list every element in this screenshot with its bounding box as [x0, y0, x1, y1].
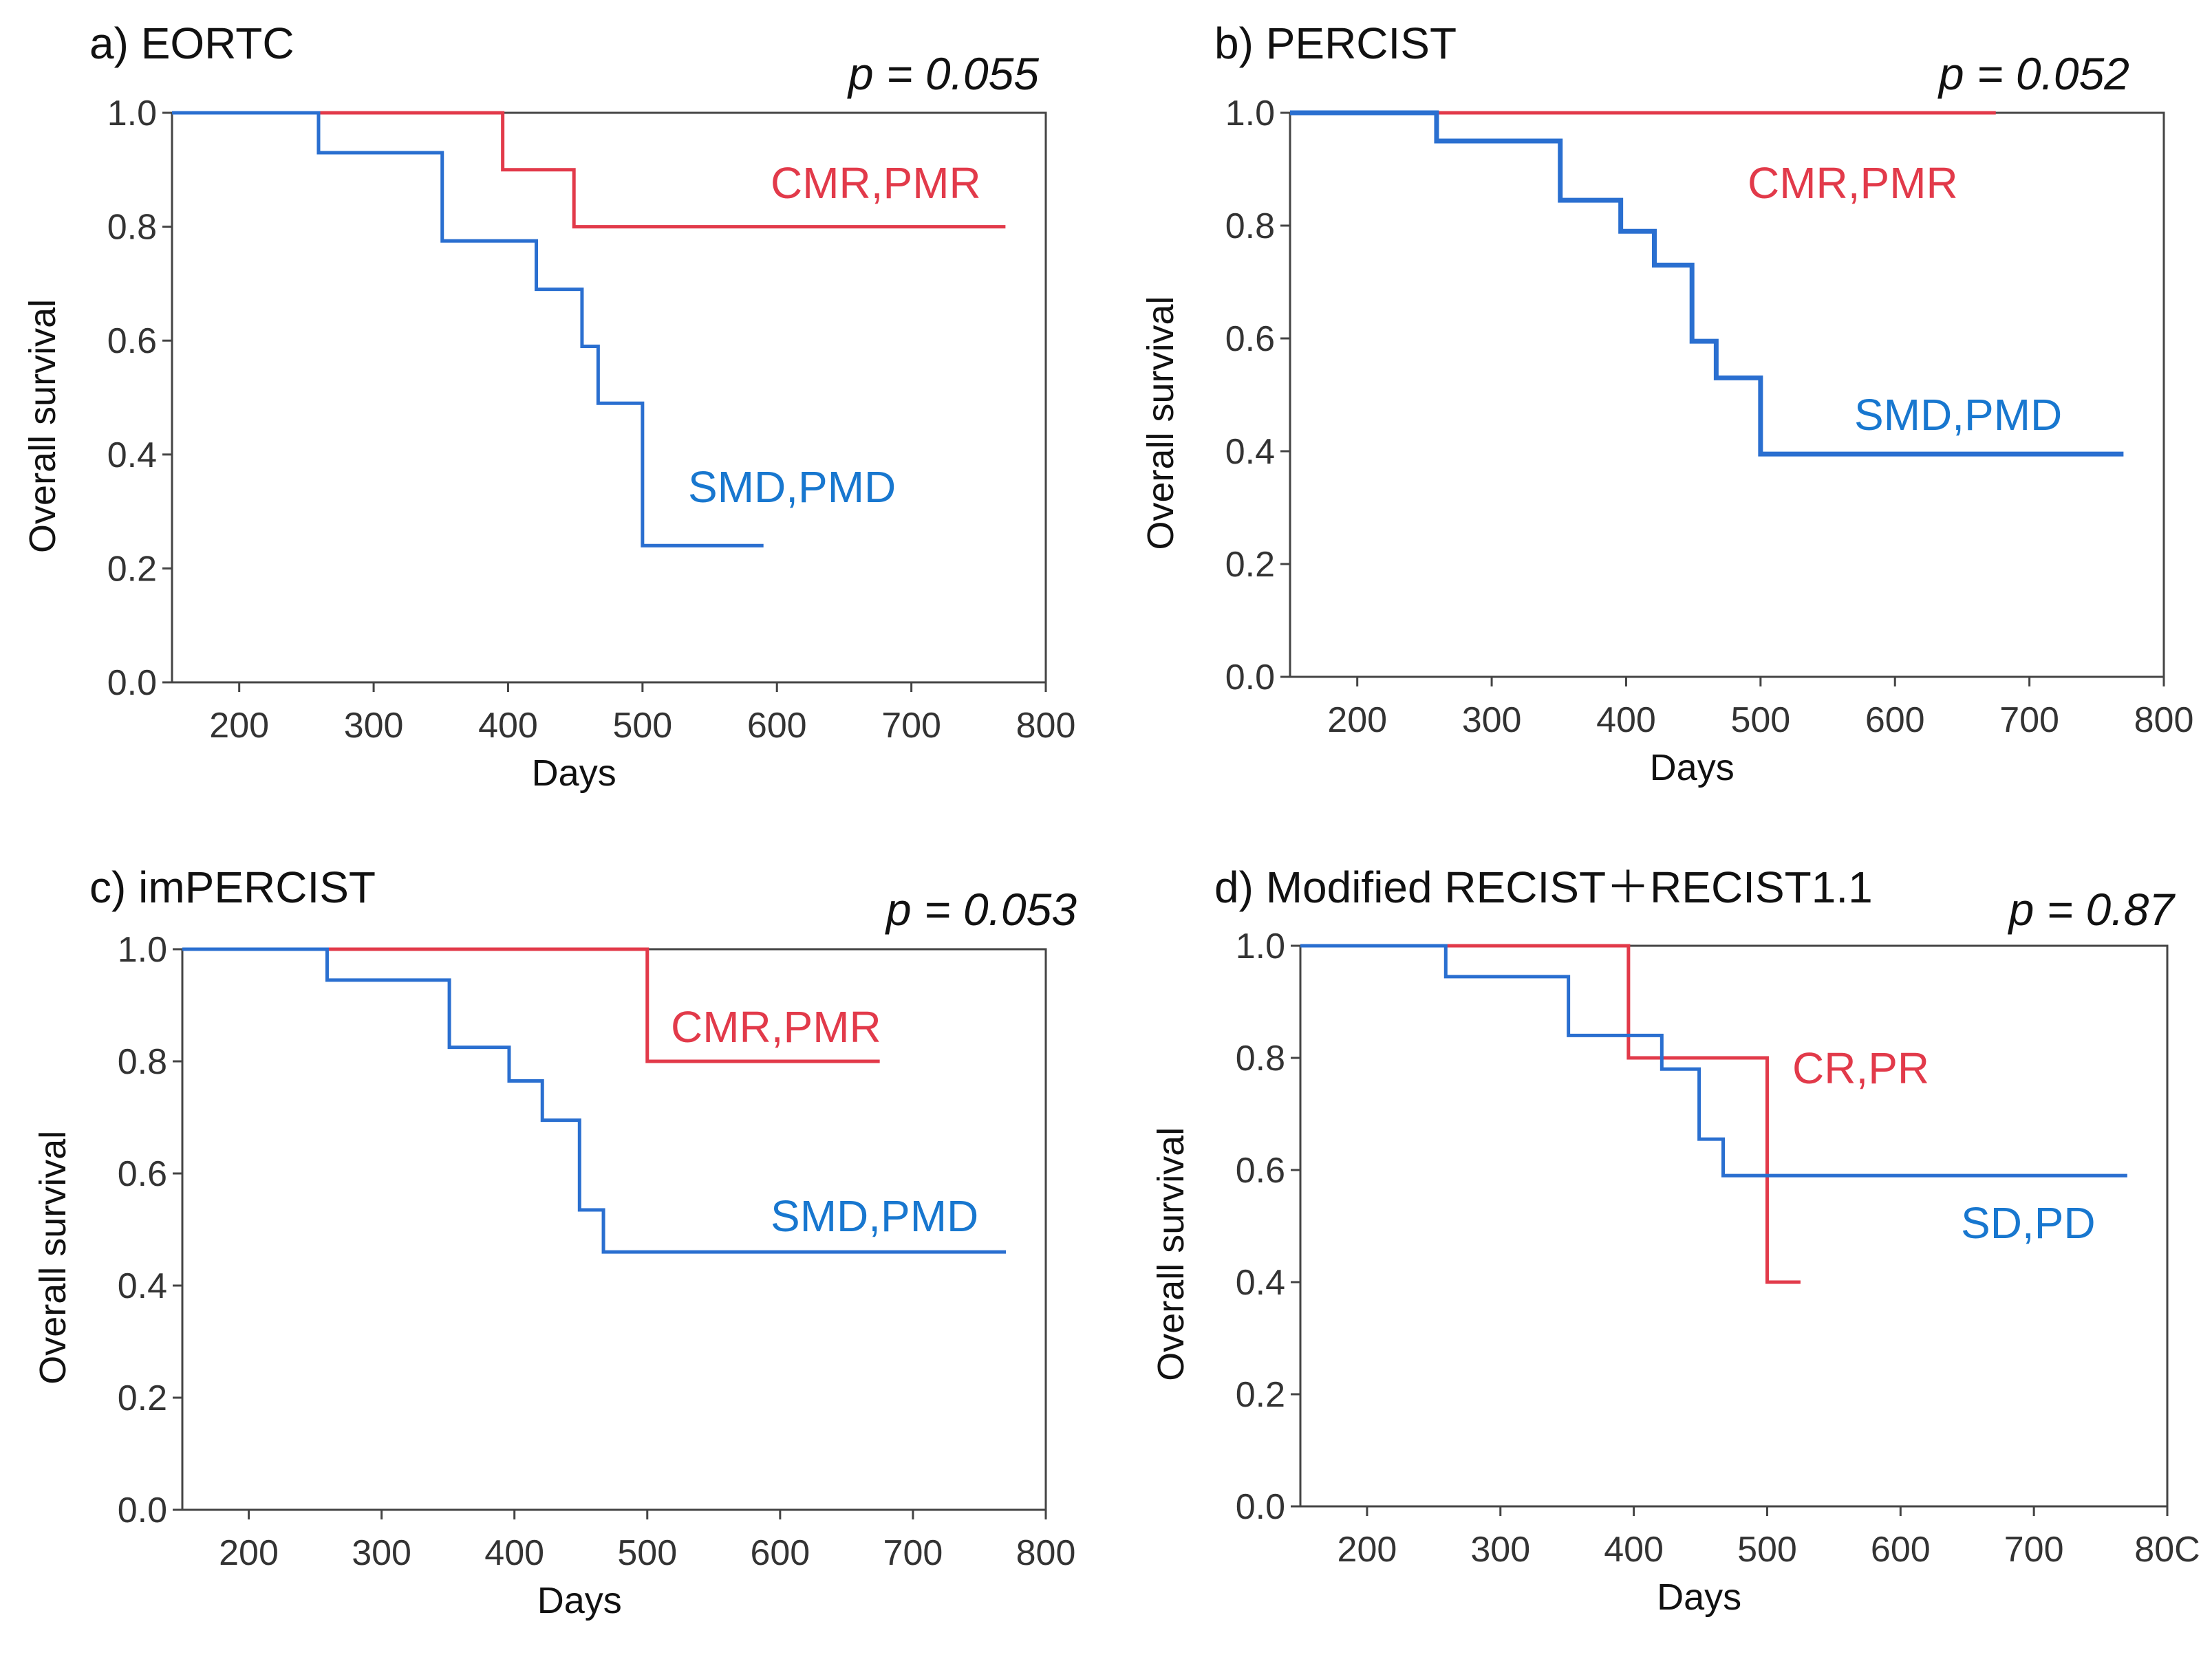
x-axis-label: Days: [1657, 1577, 1741, 1618]
x-tick-label: 600: [1865, 700, 1925, 740]
y-tick-label: 0.4: [118, 1266, 167, 1306]
x-tick-label: 200: [209, 706, 269, 746]
x-tick-label: 300: [344, 706, 404, 746]
x-tick-label: 500: [1730, 700, 1790, 740]
y-tick-label: 0.4: [1236, 1263, 1285, 1303]
x-axis-label: Days: [532, 752, 616, 794]
y-axis-label: Overall survival: [32, 1131, 74, 1385]
y-tick-label: 1.0: [118, 930, 167, 970]
series-line-cmr-pmr: [172, 111, 1006, 229]
series-line-cr-pr: [1300, 944, 1801, 1284]
y-tick-label: 1.0: [107, 94, 157, 133]
series-line-smd-pmd: [172, 111, 764, 548]
y-axis-label: Overall survival: [22, 299, 63, 553]
x-tick-label: 700: [881, 706, 941, 746]
y-tick-label: 0.4: [107, 435, 157, 475]
p-value: p = 0.052: [1937, 48, 2129, 99]
x-tick-label: 600: [750, 1533, 810, 1573]
x-tick-label: 200: [1327, 700, 1387, 740]
plot-frame: [171, 111, 1047, 684]
y-tick-label: 0.8: [1236, 1039, 1285, 1079]
x-tick-label: 300: [1470, 1530, 1530, 1570]
y-tick-label: 0.0: [1236, 1487, 1285, 1527]
x-tick-label: 800: [1016, 1533, 1076, 1573]
series-line-smd-pmd: [1290, 110, 2124, 457]
y-tick-label: 0.6: [107, 321, 157, 361]
y-tick-label: 0.2: [1236, 1375, 1285, 1415]
panel-2: b) PERCIST p = 0.052 200 300 400 500 600 700 800…: [1140, 19, 2193, 788]
x-tick-label: 500: [1737, 1530, 1797, 1570]
x-tick-label: 500: [612, 706, 672, 746]
series-label: SMD,PMD: [1854, 390, 2062, 440]
series-label: SMD,PMD: [688, 462, 896, 512]
y-tick-label: 0.0: [107, 663, 157, 703]
x-tick-label: 200: [219, 1533, 279, 1573]
panel-title: a) EORTC: [89, 19, 294, 68]
p-value: p = 0.87: [2008, 884, 2176, 935]
panel-1: a) EORTC p = 0.055 200 300 400 500 600 700 800 0.…: [22, 19, 1075, 794]
x-tick-label: 700: [1999, 700, 2059, 740]
series-label: CMR,PMR: [671, 1002, 881, 1052]
panel-title: b) PERCIST: [1214, 19, 1457, 68]
x-axis-label: Days: [537, 1580, 622, 1621]
p-value: p = 0.055: [847, 48, 1039, 99]
x-tick-label: 700: [883, 1533, 943, 1573]
plot-frame: [1289, 111, 2165, 678]
y-tick-label: 0.8: [107, 208, 157, 248]
y-tick-label: 0.2: [1225, 545, 1275, 585]
x-tick-label: 700: [2004, 1530, 2064, 1570]
series-line-smd-pmd: [182, 947, 1007, 1254]
y-tick-label: 0.8: [118, 1042, 167, 1082]
plot-frame: [181, 948, 1047, 1511]
series-label: SD,PD: [1961, 1198, 2096, 1248]
x-tick-label: 400: [484, 1533, 544, 1573]
x-tick-label: 80C: [2134, 1530, 2200, 1570]
x-tick-label: 600: [747, 706, 807, 746]
p-value: p = 0.053: [885, 884, 1077, 935]
x-tick-label: 200: [1338, 1530, 1397, 1570]
x-tick-label: 400: [1596, 700, 1656, 740]
y-tick-label: 1.0: [1236, 927, 1285, 966]
series-line-sd-pd: [1300, 944, 2127, 1178]
y-axis-label: Overall survival: [1150, 1127, 1192, 1381]
y-tick-label: 0.2: [118, 1378, 167, 1418]
y-tick-label: 0.0: [118, 1491, 167, 1530]
y-tick-label: 1.0: [1225, 94, 1275, 133]
panel-title: c) imPERCIST: [89, 863, 376, 912]
x-tick-label: 800: [1016, 706, 1076, 746]
panel-title: d) Modified RECIST＋RECIST1.1: [1214, 863, 1873, 912]
plot-frame: [1299, 944, 2169, 1508]
series-label: CMR,PMR: [771, 158, 981, 208]
panel-4: d) Modified RECIST＋RECIST1.1 p = 0.87 200 3…: [1150, 863, 2200, 1618]
x-tick-label: 600: [1871, 1530, 1931, 1570]
series-label: CR,PR: [1792, 1043, 1929, 1093]
x-axis-label: Days: [1650, 747, 1735, 788]
x-tick-label: 400: [478, 706, 538, 746]
x-tick-label: 300: [352, 1533, 411, 1573]
x-tick-label: 500: [617, 1533, 677, 1573]
y-tick-label: 0.0: [1225, 658, 1275, 697]
series-label: CMR,PMR: [1748, 158, 1958, 208]
series-line-cmr-pmr: [182, 947, 880, 1063]
y-tick-label: 0.6: [1225, 319, 1275, 359]
y-axis-label: Overall survival: [1140, 296, 1181, 550]
series-label: SMD,PMD: [771, 1191, 978, 1241]
y-tick-label: 0.4: [1225, 432, 1275, 472]
y-tick-label: 0.6: [118, 1154, 167, 1194]
x-tick-label: 800: [2134, 700, 2194, 740]
y-tick-label: 0.6: [1236, 1151, 1285, 1191]
y-tick-label: 0.2: [107, 549, 157, 589]
y-tick-label: 0.8: [1225, 206, 1275, 246]
x-tick-label: 400: [1604, 1530, 1664, 1570]
x-tick-label: 300: [1462, 700, 1522, 740]
panel-3: c) imPERCIST p = 0.053 200 300 400 500 600 700 8…: [32, 863, 1077, 1621]
